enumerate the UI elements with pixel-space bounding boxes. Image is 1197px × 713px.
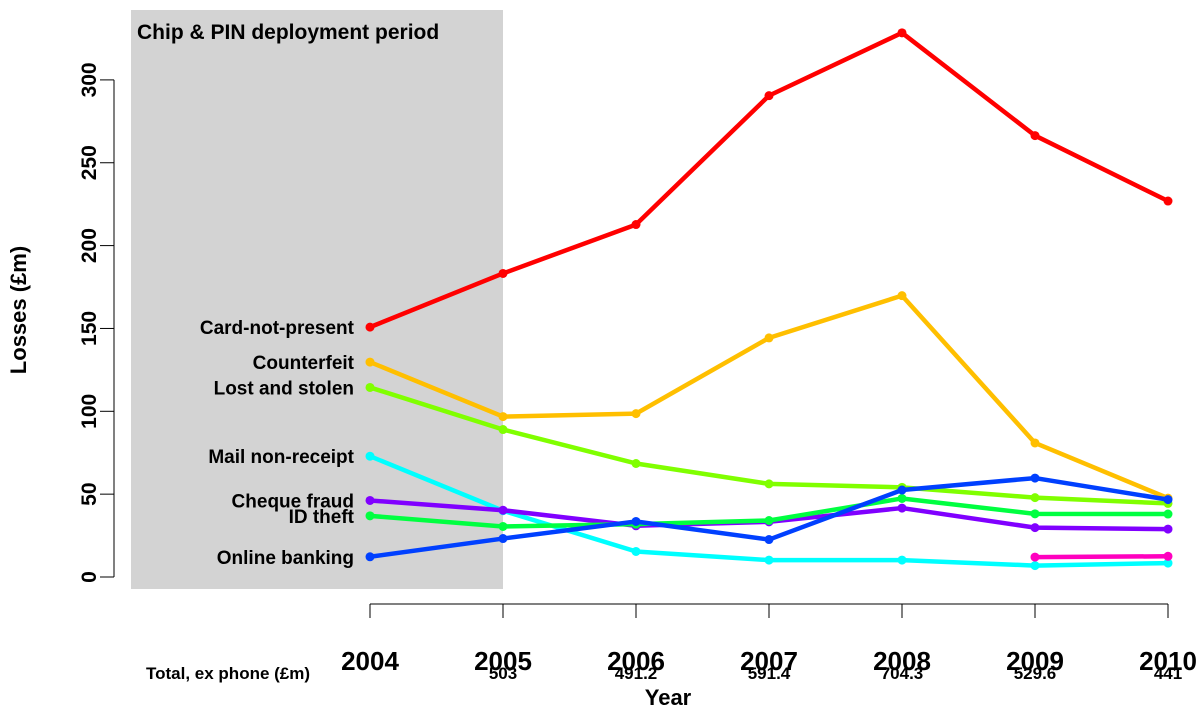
data-point: [764, 333, 774, 343]
data-point: [1030, 473, 1040, 483]
series-label: Online banking: [217, 548, 354, 569]
data-point: [1163, 558, 1173, 568]
data-point: [897, 503, 907, 513]
series-label: Counterfeit: [253, 353, 355, 374]
y-tick-label: 100: [78, 394, 101, 429]
series-label: Card-not-present: [200, 318, 355, 339]
data-point: [365, 382, 375, 392]
total-value: 491.2: [615, 664, 658, 683]
x-tick-label: 2008: [873, 646, 931, 676]
data-point: [498, 412, 508, 422]
x-tick-label: 2005: [474, 646, 532, 676]
total-value: 704.3: [881, 664, 924, 683]
data-point: [498, 521, 508, 531]
total-value: 503: [489, 664, 517, 683]
data-point: [1163, 196, 1173, 206]
data-point: [1163, 495, 1173, 505]
data-point: [1030, 131, 1040, 141]
data-point: [1163, 509, 1173, 519]
data-point: [365, 322, 375, 332]
series-line: [1032, 554, 1171, 560]
data-point: [764, 479, 774, 489]
data-point: [764, 91, 774, 101]
data-point: [1163, 524, 1173, 534]
data-point: [631, 546, 641, 556]
data-point: [1030, 438, 1040, 448]
totals-row-label: Total, ex phone (£m): [146, 664, 310, 683]
series-label: ID theft: [289, 507, 355, 528]
data-point: [631, 220, 641, 230]
y-axis-title: Losses (£m): [6, 246, 31, 374]
data-point: [498, 505, 508, 515]
data-point: [631, 409, 641, 419]
data-point: [1030, 509, 1040, 519]
data-point: [764, 515, 774, 525]
data-point: [631, 516, 641, 526]
data-point: [498, 425, 508, 435]
data-point: [1030, 523, 1040, 533]
x-tick-label: 2009: [1006, 646, 1064, 676]
data-point: [365, 451, 375, 461]
data-point: [365, 495, 375, 505]
data-point: [1030, 552, 1040, 562]
x-tick-label: 2006: [607, 646, 665, 676]
x-tick-label: 2010: [1139, 646, 1197, 676]
data-point: [897, 555, 907, 565]
data-point: [897, 28, 907, 38]
data-point: [897, 493, 907, 503]
total-value: 591.4: [748, 664, 791, 683]
deployment-period-label: Chip & PIN deployment period: [137, 21, 439, 44]
x-axis-title: Year: [645, 685, 692, 710]
data-point: [1030, 561, 1040, 571]
total-value: 529.6: [1014, 664, 1057, 683]
data-point: [1030, 493, 1040, 503]
y-tick-label: 250: [78, 145, 101, 180]
x-tick-label: 2004: [341, 646, 399, 676]
series-label: Mail non-receipt: [208, 447, 354, 468]
y-tick-label: 150: [78, 311, 101, 346]
data-point: [1163, 551, 1173, 561]
data-point: [498, 534, 508, 544]
total-value: 441: [1154, 664, 1182, 683]
data-point: [897, 485, 907, 495]
data-point: [631, 458, 641, 468]
labels-group: Card-not-present Counterfeit Lost and stol…: [200, 318, 355, 569]
y-tick-label: 0: [78, 571, 101, 583]
data-point: [897, 291, 907, 301]
y-tick-label: 200: [78, 228, 101, 263]
series-label: Cheque fraud: [232, 491, 354, 512]
y-tick-label: 300: [78, 62, 101, 97]
data-point: [498, 268, 508, 278]
axes-group: 0 50 100 150 200 250 300 Losses (£m) 2004 2005 200…: [6, 62, 1197, 710]
data-point: [764, 535, 774, 545]
data-point: [764, 555, 774, 565]
series-label: Lost and stolen: [214, 378, 354, 399]
data-point: [365, 511, 375, 521]
series-group: [365, 28, 1173, 571]
data-point: [365, 552, 375, 562]
y-tick-label: 50: [78, 482, 101, 505]
x-tick-label: 2007: [740, 646, 798, 676]
data-point: [365, 357, 375, 367]
